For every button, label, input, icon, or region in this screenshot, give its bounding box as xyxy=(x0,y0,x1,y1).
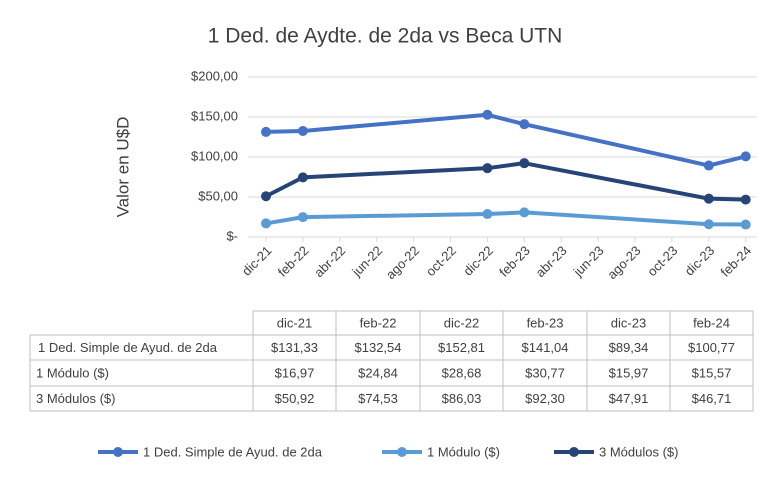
legend-marker xyxy=(397,447,407,457)
table-cell: $86,03 xyxy=(442,391,482,406)
y-tick-label: $150,00 xyxy=(191,108,238,123)
legend-label: 3 Módulos ($) xyxy=(599,444,678,459)
point xyxy=(740,151,751,162)
point xyxy=(261,218,271,229)
table-row-label: 3 Módulos ($) xyxy=(36,391,115,406)
table-cell: $131,33 xyxy=(271,340,318,355)
table-row-label: 1 Ded. Simple de Ayud. de 2da xyxy=(38,340,218,355)
table-cell: $47,91 xyxy=(609,391,649,406)
table-cell: $89,34 xyxy=(609,340,649,355)
y-tick-label: $- xyxy=(226,228,238,243)
point xyxy=(297,172,308,183)
point xyxy=(703,160,714,171)
point xyxy=(740,219,751,230)
point xyxy=(297,125,308,136)
chart-title: 1 Ded. de Aydte. de 2da vs Beca UTN xyxy=(208,25,563,48)
table-cell: $15,57 xyxy=(692,365,732,380)
table-header: dic-22 xyxy=(444,315,479,330)
point xyxy=(703,193,714,204)
table-header: feb-24 xyxy=(693,315,730,330)
point xyxy=(482,163,493,174)
table-cell: $100,77 xyxy=(688,340,735,355)
point xyxy=(519,207,530,218)
table-header: feb-23 xyxy=(527,315,564,330)
table-header: dic-21 xyxy=(277,315,312,330)
table-cell: $15,97 xyxy=(609,365,649,380)
point xyxy=(482,109,493,120)
table-cell: $92,30 xyxy=(525,391,565,406)
table-cell: $46,71 xyxy=(692,391,732,406)
y-axis-label: Valor en U$D xyxy=(113,117,132,218)
y-tick-label: $50,00 xyxy=(198,188,238,203)
table-header: dic-23 xyxy=(611,315,646,330)
table-cell: $16,97 xyxy=(275,365,315,380)
legend-label: 1 Ded. Simple de Ayud. de 2da xyxy=(143,444,323,459)
point xyxy=(297,212,308,223)
legend-label: 1 Módulo ($) xyxy=(427,444,500,459)
table-cell: $24,84 xyxy=(358,365,398,380)
series-line xyxy=(265,161,746,202)
legend-marker xyxy=(569,447,579,457)
point xyxy=(261,126,271,137)
y-tick-label: $200,00 xyxy=(191,68,238,83)
table-cell: $141,04 xyxy=(522,340,569,355)
point xyxy=(519,119,530,130)
point xyxy=(261,191,271,202)
table-cell: $132,54 xyxy=(355,340,402,355)
table-row-label: 1 Módulo ($) xyxy=(36,365,109,380)
table-cell: $28,68 xyxy=(442,365,482,380)
point xyxy=(740,194,751,205)
table-cell: $74,53 xyxy=(358,391,398,406)
table-header: feb-22 xyxy=(360,315,397,330)
series-line xyxy=(265,112,747,168)
y-tick-label: $100,00 xyxy=(191,148,238,163)
table-cell: $30,77 xyxy=(525,365,565,380)
point xyxy=(482,209,493,220)
table-cell: $50,92 xyxy=(275,391,315,406)
point xyxy=(519,158,530,169)
point xyxy=(703,219,714,230)
table-cell: $152,81 xyxy=(438,340,485,355)
legend-marker xyxy=(113,447,123,457)
series-line xyxy=(265,210,746,227)
